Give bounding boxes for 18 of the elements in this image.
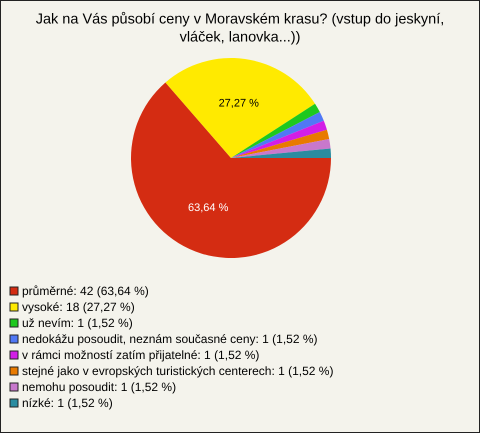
chart-title: Jak na Vás působí ceny v Moravském krasu? (vstup do jeskyní, vláček, lanovka...)) bbox=[36, 12, 444, 46]
pie-slice bbox=[131, 82, 331, 258]
pie-slice bbox=[231, 112, 324, 158]
pie-slice bbox=[231, 120, 327, 158]
data-label: 27,27 % bbox=[218, 98, 260, 110]
pie-slice bbox=[231, 148, 331, 158]
legend-label: nedokážu posoudit, neznám současné ceny: 1 (1,52 %) bbox=[22, 332, 318, 346]
legend-label: stejné jako v evropských turistických centerech: 1 (1,52 %) bbox=[22, 364, 334, 378]
data-label: 63,64 % bbox=[188, 202, 229, 214]
pie-slice bbox=[165, 58, 316, 158]
legend-label: v rámci možností zatím přijatelné: 1 (1,52 %) bbox=[22, 348, 260, 362]
pie-slice bbox=[231, 130, 330, 158]
legend-label: vysoké: 18 (27,27 %) bbox=[22, 300, 135, 314]
legend-label: průměrné: 42 (63,64 %) bbox=[22, 284, 149, 298]
pie-slice bbox=[231, 139, 331, 158]
legend-label: už nevím: 1 (1,52 %) bbox=[22, 316, 133, 330]
legend-label: nízké: 1 (1,52 %) bbox=[22, 396, 113, 410]
legend-label: nemohu posoudit: 1 (1,52 %) bbox=[22, 380, 176, 394]
